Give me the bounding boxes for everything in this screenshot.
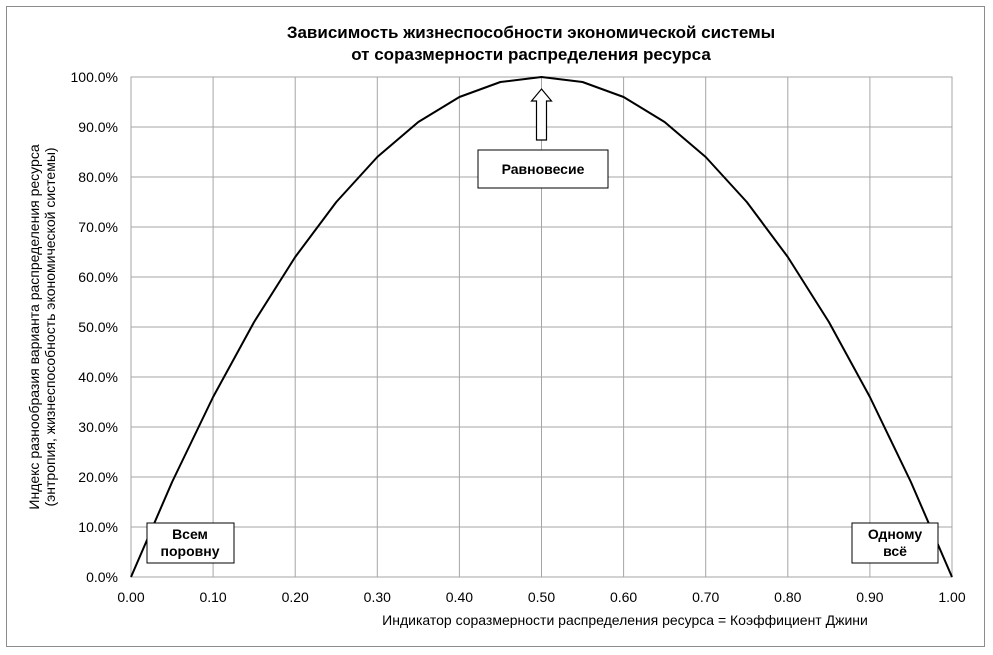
callout-equal-share-line-1: Всем	[172, 526, 208, 542]
callout-all-to-one: Одному всё	[851, 522, 939, 564]
chart-frame	[6, 6, 985, 647]
y-tick-label: 20.0%	[78, 469, 118, 485]
callout-equal-share-line-2: поровну	[161, 543, 220, 559]
y-tick-label: 40.0%	[78, 369, 118, 385]
x-tick-label: 0.70	[692, 589, 719, 605]
x-axis-ticks: 0.00 0.10 0.20 0.30 0.40 0.50 0.60 0.70 0.80 0.90…	[117, 589, 965, 605]
y-tick-label: 100.0%	[71, 69, 118, 85]
x-axis-label: Индикатор соразмерности распределения ре…	[382, 612, 868, 628]
x-tick-label: 1.00	[938, 589, 965, 605]
y-tick-label: 70.0%	[78, 219, 118, 235]
callout-equilibrium-text: Равновесие	[502, 161, 585, 177]
y-tick-label: 90.0%	[78, 119, 118, 135]
y-axis-label-line-2: (энтропия, жизнеспособность экономическо…	[42, 147, 58, 506]
up-arrow-icon	[530, 88, 553, 141]
series-line	[130, 76, 953, 578]
x-tick-label: 0.20	[282, 589, 309, 605]
callout-all-to-one-line-1: Одному	[868, 526, 922, 542]
x-tick-label: 0.50	[528, 589, 555, 605]
callout-all-to-one-line-2: всё	[883, 543, 907, 559]
y-tick-label: 60.0%	[78, 269, 118, 285]
x-tick-label: 0.90	[856, 589, 883, 605]
callout-equal-share: Всем поровну	[146, 522, 235, 564]
y-tick-label: 50.0%	[78, 319, 118, 335]
x-tick-label: 0.40	[446, 589, 473, 605]
y-tick-label: 0.0%	[86, 569, 118, 585]
chart-title-line-2: от соразмерности распределения ресурса	[351, 45, 711, 64]
x-tick-label: 0.80	[774, 589, 801, 605]
y-tick-label: 80.0%	[78, 169, 118, 185]
y-tick-label: 10.0%	[78, 519, 118, 535]
x-tick-label: 0.10	[199, 589, 226, 605]
series-layer	[130, 76, 953, 578]
chart-title-line-1: Зависимость жизнеспособности экономическ…	[287, 23, 775, 42]
y-axis-ticks: 0.0% 10.0% 20.0% 30.0% 40.0% 50.0% 60.0% 70.0% 8…	[71, 69, 118, 585]
callout-equilibrium: Равновесие	[477, 149, 609, 189]
x-tick-label: 0.30	[364, 589, 391, 605]
y-axis-label-line-1: Индекс разнообразия варианта распределен…	[26, 144, 42, 509]
x-tick-label: 0.00	[117, 589, 144, 605]
y-tick-label: 30.0%	[78, 419, 118, 435]
x-tick-label: 0.60	[610, 589, 637, 605]
